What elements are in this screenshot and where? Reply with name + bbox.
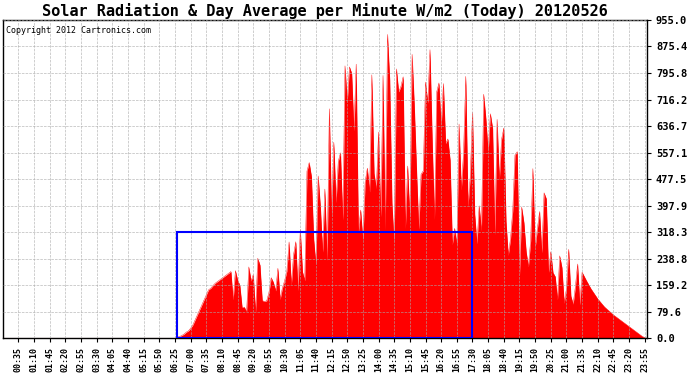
Text: Copyright 2012 Cartronics.com: Copyright 2012 Cartronics.com [6,26,151,35]
Title: Solar Radiation & Day Average per Minute W/m2 (Today) 20120526: Solar Radiation & Day Average per Minute… [42,3,608,19]
Bar [177,232,473,338]
